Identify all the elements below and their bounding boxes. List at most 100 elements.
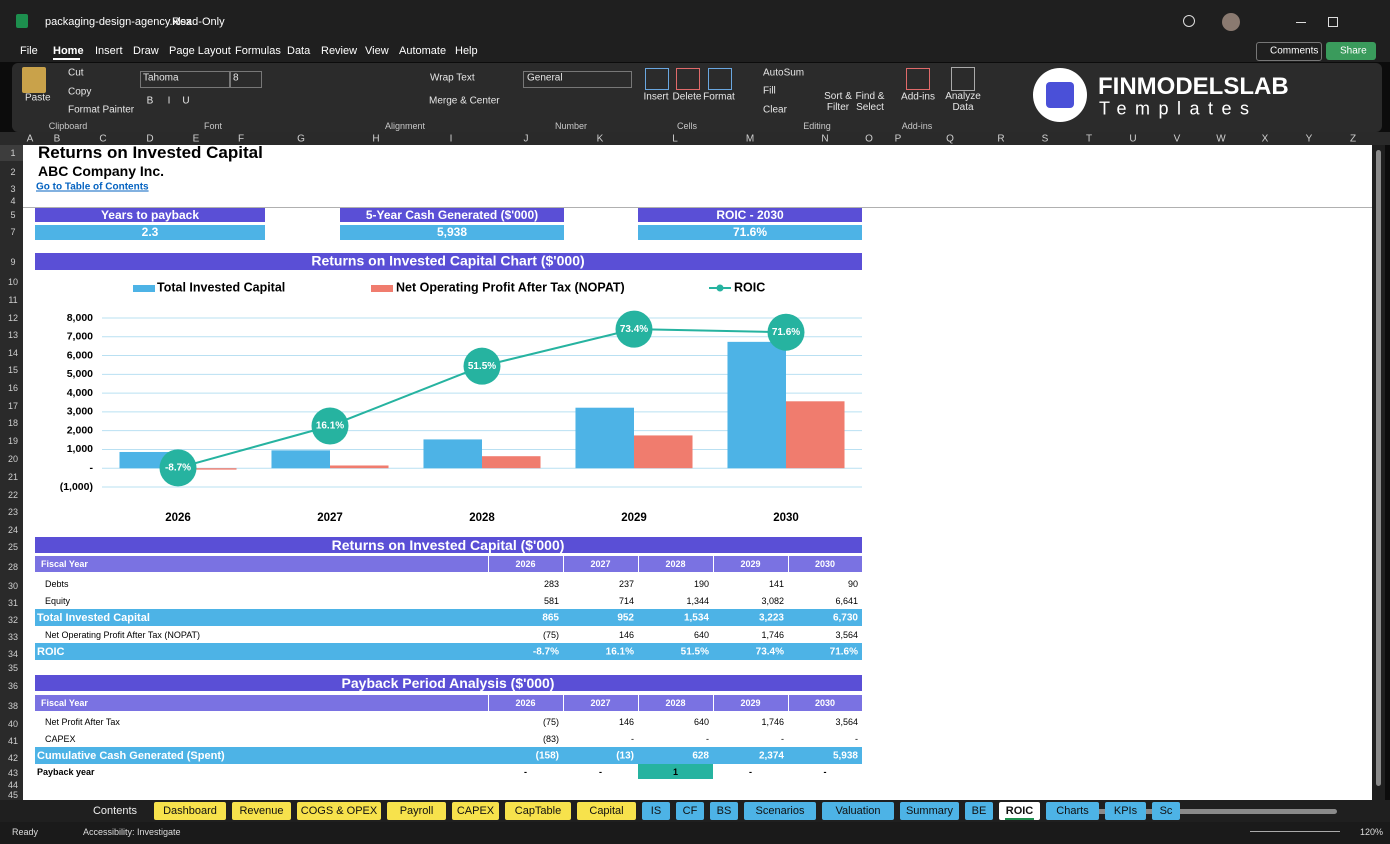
legend-swatch (371, 285, 393, 292)
data-label: 51.5% (468, 361, 496, 372)
ribbon-label[interactable]: Cut (68, 68, 84, 79)
ribbon-label[interactable]: Analyze Data (940, 91, 986, 113)
row-header: 15 (8, 365, 18, 375)
ribbon-label[interactable]: Clear (763, 105, 787, 116)
column-header: T (1086, 134, 1092, 145)
ribbon-label[interactable]: Wrap Text (430, 73, 475, 84)
status-accessibility[interactable]: Accessibility: Investigate (83, 827, 181, 837)
ribbon-label[interactable]: Merge & Center (429, 96, 500, 107)
ribbon-label[interactable]: B (147, 96, 154, 107)
ribbon-tab[interactable]: File (20, 45, 38, 57)
row-header: 5 (10, 210, 15, 220)
ribbon-label[interactable]: Add-ins (901, 92, 935, 103)
logo-tagline: Templates (1099, 99, 1258, 120)
cell-value: (83) (543, 734, 559, 744)
ribbon-tab[interactable]: Automate (399, 45, 446, 57)
cell-value: 51.5% (681, 646, 709, 657)
cell-value: 141 (769, 579, 784, 589)
cell-value: 283 (544, 579, 559, 589)
cell-value: 865 (542, 612, 559, 623)
cell-value: 146 (619, 630, 634, 640)
kpi-value: 5,938 (437, 225, 467, 239)
sheet-tab-label[interactable]: BE (972, 805, 987, 817)
cell-value: 6,641 (835, 596, 858, 606)
ribbon-label[interactable]: Format Painter (68, 105, 134, 116)
sheet-tab-label[interactable]: Valuation (835, 805, 880, 817)
sheet-tab-label[interactable]: KPIs (1114, 805, 1137, 817)
ribbon-tab[interactable]: Help (455, 45, 478, 57)
row-header: 36 (8, 681, 18, 691)
row-header: 10 (8, 277, 18, 287)
sheet-tab-label[interactable]: Charts (1056, 805, 1088, 817)
read-only: Read-Only (172, 16, 225, 28)
sheet-tab-label[interactable]: COGS & OPEX (301, 805, 377, 817)
table-column-header: 2028 (665, 698, 685, 708)
column-header: A (27, 134, 34, 145)
ribbon-label[interactable]: 8 (233, 73, 239, 84)
y-tick-label: 3,000 (67, 406, 93, 418)
sheet-tab-label[interactable]: CapTable (515, 805, 561, 817)
sheet-tab-label[interactable]: ROIC (1006, 805, 1034, 817)
row-header: 30 (8, 581, 18, 591)
x-tick-label: 2027 (317, 512, 343, 524)
ribbon-tab[interactable]: Formulas (235, 45, 281, 57)
zoom-level[interactable]: 120% (1360, 827, 1383, 837)
sheet-tab-label[interactable]: Summary (906, 805, 953, 817)
table-title: Returns on Invested Capital ($'000) (332, 537, 565, 553)
ribbon-tab[interactable]: Review (321, 45, 357, 57)
row-header: 25 (8, 542, 18, 552)
ribbon-tab[interactable]: Page Layout (169, 45, 231, 57)
sheet-tab-label[interactable]: Scenarios (756, 805, 805, 817)
ribbon-tab[interactable]: View (365, 45, 389, 57)
sheet-tab-label[interactable]: Revenue (239, 805, 283, 817)
cell-value: - (781, 734, 784, 744)
ribbon-label[interactable]: I (168, 96, 171, 107)
ribbon-label[interactable]: General (527, 73, 563, 84)
sheet-tab-label[interactable]: IS (651, 805, 661, 817)
row-label: Payback year (37, 767, 95, 777)
row-header: 18 (8, 418, 18, 428)
share[interactable]: Share (1340, 46, 1367, 57)
table-column-header: 2030 (815, 698, 835, 708)
cell-value: (158) (536, 750, 559, 761)
y-tick-label: (1,000) (60, 481, 93, 493)
ribbon-label[interactable]: Insert (643, 92, 668, 103)
column-header: U (1129, 134, 1136, 145)
ribbon-label[interactable]: Delete (673, 92, 702, 103)
row-label: CAPEX (45, 734, 76, 744)
x-tick-label: 2030 (773, 512, 799, 524)
ribbon-label: Add-ins (902, 121, 933, 131)
ribbon-label[interactable]: Copy (68, 87, 91, 98)
row-header: 44 (8, 780, 18, 790)
sheet-tab-label[interactable]: CAPEX (457, 805, 494, 817)
ribbon-label[interactable]: Paste (25, 93, 51, 104)
sheet-tab-label[interactable]: BS (717, 805, 732, 817)
ribbon-tab[interactable]: Home (53, 45, 84, 57)
toc-link[interactable]: Go to Table of Contents (36, 182, 149, 193)
sheet-tab-label[interactable]: CF (683, 805, 698, 817)
ribbon-label[interactable]: Fill (763, 86, 776, 97)
cell-value: - (824, 767, 827, 777)
sheet-tab-label[interactable]: Contents (93, 805, 137, 817)
ribbon-tab[interactable]: Draw (133, 45, 159, 57)
ribbon-label[interactable]: Format (703, 92, 735, 103)
comments[interactable]: Comments (1270, 46, 1318, 57)
table-column-header: 2026 (515, 559, 535, 569)
ribbon-label[interactable]: AutoSum (763, 68, 804, 79)
ribbon-tab[interactable]: Data (287, 45, 310, 57)
sheet-tab-label[interactable]: Payroll (400, 805, 434, 817)
ribbon-label[interactable]: Find & Select (847, 91, 893, 113)
column-header: O (865, 134, 873, 145)
bar (423, 439, 482, 468)
bar (634, 435, 693, 468)
ribbon-label[interactable]: Tahoma (143, 73, 179, 84)
sheet-tab-label[interactable]: Dashboard (163, 805, 217, 817)
ribbon-label[interactable]: U (182, 96, 189, 107)
sheet-tab-label[interactable]: Capital (589, 805, 623, 817)
column-header: X (1262, 134, 1269, 145)
sheet-tab-label[interactable]: Sc (1160, 805, 1173, 817)
ribbon-tab[interactable]: Insert (95, 45, 123, 57)
